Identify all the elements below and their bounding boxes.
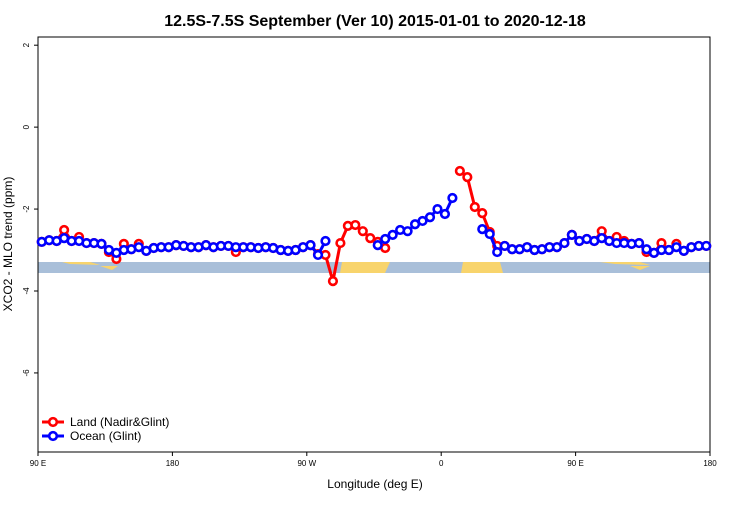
y-tick-label: -4 bbox=[22, 287, 31, 295]
series bbox=[36, 192, 712, 261]
land-mask bbox=[38, 262, 710, 273]
point bbox=[372, 240, 383, 251]
point bbox=[312, 249, 324, 261]
x-tick-label: 90 E bbox=[30, 459, 46, 468]
point bbox=[357, 226, 368, 237]
y-tick-label: 0 bbox=[22, 124, 31, 129]
x-tick-label: 0 bbox=[439, 459, 444, 468]
y-axis-label: XCO2 - MLO trend (ppm) bbox=[1, 177, 15, 312]
point bbox=[305, 240, 316, 251]
point bbox=[477, 208, 488, 219]
mask-land bbox=[630, 266, 650, 270]
legend-label: Ocean (Glint) bbox=[70, 429, 141, 443]
legend-marker bbox=[47, 416, 59, 428]
point bbox=[133, 242, 144, 253]
point bbox=[551, 242, 563, 253]
point bbox=[387, 229, 398, 240]
point bbox=[365, 233, 376, 244]
point bbox=[402, 226, 413, 237]
point bbox=[320, 235, 331, 247]
y-tick-label: -6 bbox=[22, 369, 31, 377]
point bbox=[380, 233, 391, 245]
x-tick-label: 90 W bbox=[297, 459, 316, 468]
point bbox=[559, 237, 570, 249]
x-tick-label: 180 bbox=[166, 459, 180, 468]
point bbox=[96, 238, 107, 249]
point bbox=[424, 212, 436, 223]
mask-land bbox=[340, 262, 390, 273]
point bbox=[454, 165, 465, 177]
point bbox=[432, 203, 443, 215]
x-tick-label: 180 bbox=[703, 459, 717, 468]
point bbox=[439, 208, 451, 220]
point bbox=[59, 224, 70, 236]
legend-label: Land (Nadir&Glint) bbox=[70, 415, 169, 429]
mask-land bbox=[62, 262, 100, 265]
x-axis-label: Longitude (deg E) bbox=[327, 477, 422, 491]
point bbox=[417, 215, 428, 227]
legend-marker bbox=[47, 430, 59, 442]
point bbox=[566, 229, 577, 240]
mask-land bbox=[100, 266, 118, 270]
point bbox=[462, 172, 473, 183]
point bbox=[671, 242, 682, 253]
x-tick-label: 90 E bbox=[567, 459, 583, 468]
point bbox=[335, 237, 346, 249]
point bbox=[484, 228, 495, 240]
point bbox=[701, 240, 712, 252]
point bbox=[447, 192, 458, 204]
mask-land bbox=[600, 262, 650, 265]
point bbox=[641, 244, 652, 255]
point bbox=[327, 276, 339, 287]
y-tick-label: 2 bbox=[22, 42, 31, 47]
point bbox=[477, 224, 488, 235]
mask-land bbox=[461, 262, 503, 273]
chart-title: 12.5S-7.5S September (Ver 10) 2015-01-01… bbox=[164, 13, 586, 30]
point bbox=[678, 245, 689, 256]
y-tick-label: -2 bbox=[22, 205, 31, 213]
point bbox=[469, 201, 480, 213]
point bbox=[633, 237, 645, 249]
point bbox=[492, 246, 503, 258]
point bbox=[350, 219, 361, 231]
